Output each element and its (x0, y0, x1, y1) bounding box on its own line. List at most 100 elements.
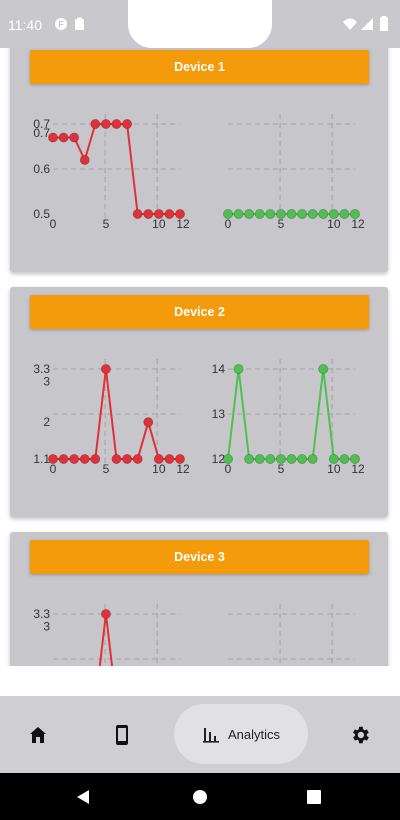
data-point (222, 453, 233, 464)
camera-notch (128, 0, 272, 48)
nav-analytics[interactable]: Analytics (174, 696, 308, 773)
data-point (122, 453, 133, 464)
nav-device[interactable] (98, 696, 146, 773)
data-point (254, 453, 265, 464)
y-tick-label: 3.3 (33, 362, 50, 376)
device-2-button[interactable]: Device 2 (30, 295, 369, 329)
bottom-navigation: Analytics (0, 696, 400, 773)
data-point (79, 453, 90, 464)
analytics-scroll-view[interactable]: Device 1 0.7 0.7 0.6 0.5 0 5 10 12 0 5 10 12 Device… (0, 48, 400, 666)
nav-analytics-label: Analytics (227, 727, 281, 742)
chart-grid (228, 114, 355, 222)
data-point (265, 208, 276, 219)
data-point (286, 453, 297, 464)
chart-grid (228, 359, 355, 467)
data-point (233, 208, 244, 219)
data-point (48, 132, 59, 143)
data-point (349, 208, 360, 219)
device-1-button[interactable]: Device 1 (30, 50, 369, 84)
data-point (100, 364, 111, 375)
data-point (58, 132, 69, 143)
data-point (69, 132, 80, 143)
x-tick-label: 12 (176, 462, 190, 476)
data-point (339, 453, 350, 464)
data-point (307, 208, 318, 219)
x-tick-label: 5 (278, 462, 285, 476)
data-point (174, 208, 185, 219)
y-tick-label: 3.3 (33, 607, 50, 621)
data-point (174, 453, 185, 464)
device-card-1: Device 1 0.7 0.7 0.6 0.5 0 5 10 12 0 5 10 12 (10, 48, 388, 272)
home-circle-icon[interactable] (193, 790, 207, 804)
data-point (349, 453, 360, 464)
x-tick-label: 0 (50, 462, 57, 476)
device-3-charts: 3.33 (33, 604, 355, 666)
nav-home[interactable] (14, 696, 62, 773)
data-point (143, 208, 154, 219)
nav-settings[interactable] (336, 696, 384, 773)
y-tick-label: 0.6 (33, 162, 50, 176)
data-point (328, 208, 339, 219)
app-f-icon: F (55, 18, 67, 30)
status-right-icons (342, 16, 392, 37)
back-icon[interactable] (77, 790, 89, 804)
y-tick-label: 0.5 (33, 207, 50, 221)
data-point (143, 417, 154, 428)
data-point (164, 453, 175, 464)
chart-grid (53, 359, 180, 467)
data-point (318, 208, 329, 219)
data-point (153, 208, 164, 219)
data-point (307, 453, 318, 464)
data-point (222, 208, 233, 219)
recents-icon[interactable] (307, 790, 321, 804)
data-point (275, 208, 286, 219)
device-3-button[interactable]: Device 3 (30, 540, 369, 574)
clipboard-icon (75, 17, 84, 30)
data-point (328, 453, 339, 464)
y-tick-label: 3 (43, 374, 50, 388)
y-tick-label: 0.7 (33, 117, 50, 131)
data-point (265, 453, 276, 464)
chart-grid (228, 604, 355, 666)
data-point (244, 208, 255, 219)
data-point (164, 208, 175, 219)
series-line (98, 613, 114, 666)
data-point (100, 119, 111, 130)
system-navigation-bar (0, 773, 400, 820)
data-point (111, 453, 122, 464)
battery-icon (380, 16, 388, 31)
x-tick-label: 0 (50, 217, 57, 231)
data-point (318, 364, 329, 375)
x-tick-label: 12 (351, 217, 365, 231)
data-point (48, 453, 59, 464)
phone-icon (116, 724, 128, 745)
data-point (339, 208, 350, 219)
x-tick-label: 10 (152, 462, 166, 476)
data-point (132, 208, 143, 219)
x-tick-label: 5 (278, 217, 285, 231)
data-point (122, 119, 133, 130)
x-tick-label: 0 (225, 217, 232, 231)
data-point (90, 453, 101, 464)
device-card-2: Device 2 3.3 3 2 1.1 0 5 10 12 14 13 12 0 5 10 12 (10, 287, 388, 517)
chart-grid (53, 604, 180, 666)
status-left-icons: F (55, 17, 89, 36)
data-point (233, 364, 244, 375)
device-1-charts: 0.70.70.60.50 5 10 12 0 5 10 12 (33, 114, 365, 231)
x-tick-label: 0 (225, 462, 232, 476)
y-tick-label: 12 (212, 452, 226, 466)
svg-text:F: F (58, 20, 64, 30)
x-tick-label: 10 (152, 217, 166, 231)
data-point (254, 208, 265, 219)
data-point (90, 119, 101, 130)
y-tick-label: 14 (212, 362, 226, 376)
y-tick-label: 1.1 (33, 452, 50, 466)
data-point (69, 453, 80, 464)
x-tick-label: 12 (351, 462, 365, 476)
data-point (100, 609, 111, 620)
x-tick-label: 10 (327, 462, 341, 476)
data-point (111, 119, 122, 130)
y-tick-label: 2 (43, 415, 50, 429)
data-point (244, 453, 255, 464)
